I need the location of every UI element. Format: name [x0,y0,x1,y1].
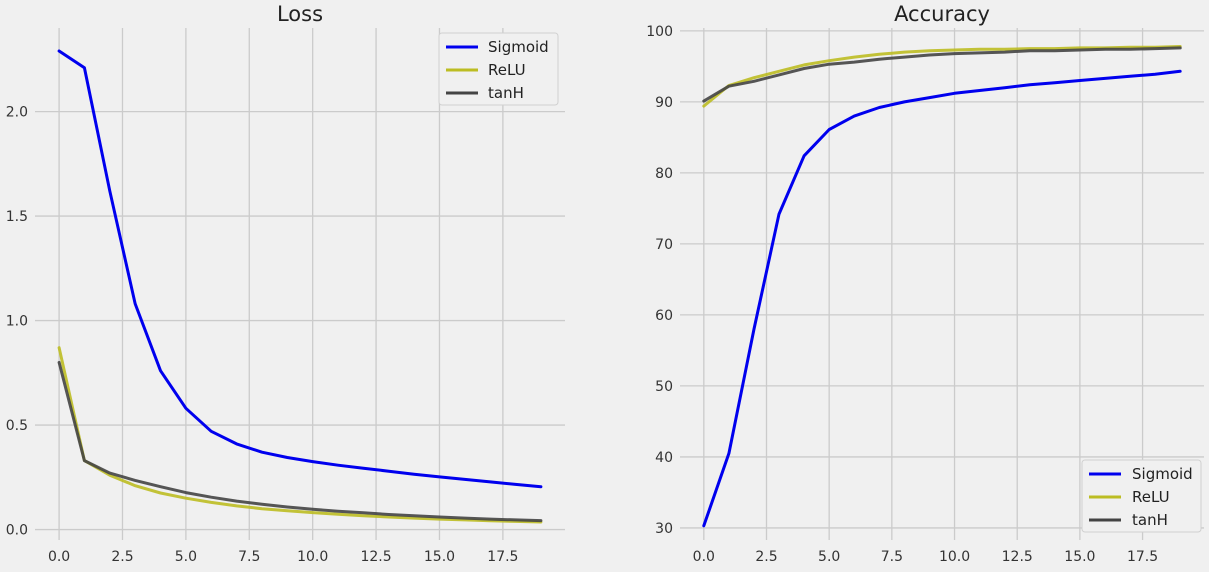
accuracy-y-tick-labels: 30 40 50 60 70 80 90 100 [646,24,673,537]
loss-y-tick-label: 0.0 [6,523,28,539]
loss-chart-title: Loss [277,2,323,26]
loss-grid [35,28,565,540]
loss-series-line-relu [57,346,543,524]
accuracy-series-line-relu [702,45,1182,108]
loss-x-tick-label: 7.5 [238,549,260,565]
accuracy-grid [680,28,1204,540]
accuracy-chart-title: Accuracy [894,2,990,26]
loss-x-tick-label: 17.5 [487,549,518,565]
accuracy-x-tick-label: 15.0 [1064,549,1095,565]
accuracy-x-tick-label: 12.5 [1002,549,1033,565]
accuracy-y-tick-label: 100 [646,24,673,40]
loss-x-tick-label: 0.0 [48,549,70,565]
loss-legend-label-sigmoid: Sigmoid [488,38,549,56]
loss-y-tick-label: 2.0 [6,105,28,121]
accuracy-legend-label-tanh: tanH [1132,511,1168,529]
loss-y-tick-label: 1.0 [6,314,28,330]
accuracy-y-tick-label: 80 [655,166,673,182]
loss-legend-box [438,32,559,106]
loss-x-tick-label: 15.0 [424,549,455,565]
accuracy-chart: Accuracy 0.0 2.5 5.0 7.5 10.0 12.5 15.0 17.5 30… [646,2,1204,565]
accuracy-x-tick-label: 2.5 [755,549,777,565]
accuracy-y-tick-label: 60 [655,308,673,324]
accuracy-series-line-tanh [702,46,1182,103]
accuracy-x-tick-label: 7.5 [881,549,903,565]
accuracy-y-tick-label: 40 [655,450,673,466]
accuracy-x-tick-labels: 0.0 2.5 5.0 7.5 10.0 12.5 15.0 17.5 [693,549,1158,565]
accuracy-series [702,45,1182,528]
loss-x-tick-labels: 0.0 2.5 5.0 7.5 10.0 12.5 15.0 17.5 [48,549,518,565]
accuracy-x-tick-label: 0.0 [693,549,715,565]
loss-chart: Loss 0.0 2.5 5.0 7.5 10.0 12.5 15.0 17.5 0.0 0.5… [6,2,565,565]
loss-series-line-tanh [57,360,543,523]
loss-x-tick-label: 5.0 [175,549,197,565]
accuracy-y-tick-label: 50 [655,379,673,395]
accuracy-legend-box [1081,459,1202,533]
loss-y-tick-labels: 0.0 0.5 1.0 1.5 2.0 [6,105,28,539]
accuracy-y-tick-label: 30 [655,521,673,537]
loss-legend-label-relu: ReLU [488,61,526,79]
loss-legend: Sigmoid ReLU tanH [438,32,559,106]
accuracy-x-tick-label: 10.0 [939,549,970,565]
loss-series-line-sigmoid [57,49,543,489]
loss-x-tick-label: 2.5 [111,549,133,565]
accuracy-legend: Sigmoid ReLU tanH [1081,459,1202,533]
accuracy-y-tick-label: 70 [655,237,673,253]
accuracy-legend-label-relu: ReLU [1132,488,1170,506]
loss-series [57,49,543,524]
accuracy-x-tick-label: 17.5 [1127,549,1158,565]
accuracy-x-tick-label: 5.0 [818,549,840,565]
accuracy-series-line-sigmoid [702,69,1182,528]
loss-x-tick-label: 10.0 [297,549,328,565]
loss-y-tick-label: 0.5 [6,418,28,434]
loss-y-tick-label: 1.5 [6,209,28,225]
loss-x-tick-label: 12.5 [360,549,391,565]
accuracy-legend-label-sigmoid: Sigmoid [1132,465,1193,483]
loss-legend-label-tanh: tanH [488,84,524,102]
accuracy-y-tick-label: 90 [655,95,673,111]
